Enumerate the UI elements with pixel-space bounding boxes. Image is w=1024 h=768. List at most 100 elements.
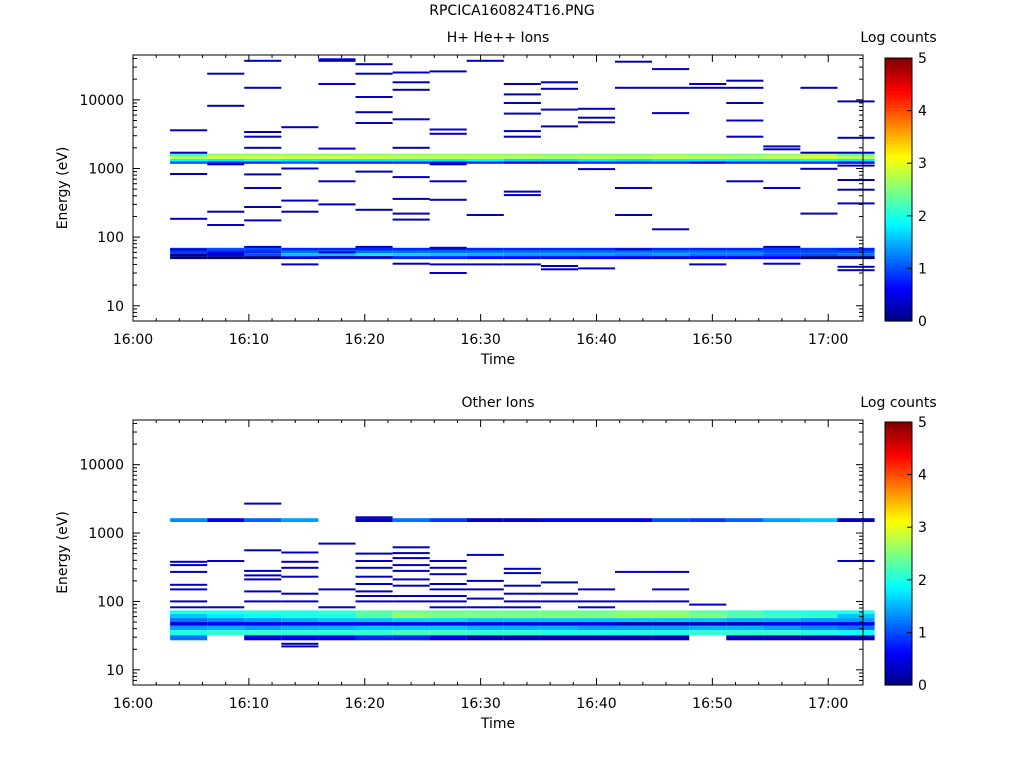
count-segment <box>503 194 541 197</box>
heatmap-cell <box>540 610 578 614</box>
colorbar-segment <box>885 182 912 187</box>
count-segment <box>429 263 467 266</box>
colorbar-segment <box>885 179 912 184</box>
count-segment <box>170 606 208 609</box>
count-segment <box>207 163 245 166</box>
heatmap-cell <box>392 250 430 254</box>
heatmap-cell <box>800 247 838 251</box>
heatmap-cell <box>244 158 282 162</box>
colorbar-segment <box>885 602 912 607</box>
heatmap-cell <box>763 161 801 164</box>
x-tick-label: 17:00 <box>808 332 848 348</box>
count-segment <box>244 173 282 176</box>
colorbar-segment <box>885 625 912 630</box>
y-axis-label: Energy (eV) <box>55 147 71 230</box>
heatmap-cell <box>466 630 504 636</box>
colorbar-segment <box>885 668 912 673</box>
colorbar-segment <box>885 189 912 194</box>
heatmap-cell <box>392 622 430 626</box>
heatmap-cell <box>837 618 875 622</box>
count-segment <box>244 574 282 577</box>
colorbar-segment <box>885 74 912 79</box>
count-segment <box>355 516 393 519</box>
heatmap-cell <box>689 622 727 626</box>
colorbar-segment <box>885 553 912 558</box>
heatmap-cell <box>170 618 208 622</box>
heatmap-cell <box>726 618 764 622</box>
heatmap-cell <box>466 618 504 622</box>
colorbar-segment <box>885 251 912 256</box>
heatmap-cell <box>503 256 541 260</box>
heatmap-cell <box>466 625 504 631</box>
colorbar-segment <box>885 87 912 92</box>
heatmap-cell <box>503 610 541 614</box>
heatmap-cell <box>318 630 356 636</box>
count-segment <box>837 151 875 154</box>
count-segment <box>392 595 430 597</box>
heatmap-cell <box>800 153 838 157</box>
count-segment <box>244 187 282 189</box>
heatmap-cell <box>800 618 838 622</box>
heatmap-cell <box>318 635 356 641</box>
count-segment <box>429 583 467 585</box>
colorbar-tick-label: 3 <box>918 156 927 172</box>
heatmap-cell <box>281 518 319 522</box>
heatmap-cell <box>355 618 393 622</box>
heatmap-cell <box>503 153 541 157</box>
count-segment <box>726 79 764 82</box>
colorbar-segment <box>885 176 912 181</box>
count-segment <box>615 187 653 189</box>
count-segment <box>244 135 282 138</box>
heatmap-cell <box>170 253 208 257</box>
heatmap-cell <box>281 630 319 636</box>
count-segment <box>429 566 467 569</box>
heatmap-bands <box>170 518 875 641</box>
colorbar-segment <box>885 77 912 82</box>
x-tick-label: 16:30 <box>460 696 500 712</box>
colorbar-segment <box>885 140 912 145</box>
colorbar-segment <box>885 533 912 538</box>
colorbar-segment <box>885 294 912 299</box>
count-segment <box>503 600 541 603</box>
heatmap-cell <box>355 253 393 257</box>
count-segment <box>170 151 208 154</box>
count-segment <box>726 119 764 122</box>
heatmap-cell <box>726 518 764 522</box>
colorbar-segment <box>885 540 912 545</box>
colorbar-segment <box>885 235 912 240</box>
heatmap-cell <box>652 635 690 641</box>
count-segment <box>281 551 319 554</box>
heatmap-cell <box>652 518 690 522</box>
count-segment <box>578 116 616 119</box>
heatmap-cell <box>170 250 208 254</box>
count-segment <box>578 107 616 110</box>
colorbar-segment <box>885 464 912 469</box>
colorbar-label: Log counts <box>860 30 936 46</box>
colorbar-segment <box>885 163 912 168</box>
heatmap-cell <box>540 613 578 619</box>
heatmap-cell <box>800 156 838 159</box>
colorbar-frame <box>884 57 913 322</box>
heatmap-cell <box>763 156 801 159</box>
count-segment <box>244 502 282 505</box>
colorbar-segment <box>885 248 912 253</box>
colorbar-segment <box>885 196 912 200</box>
heatmap-cell <box>429 253 467 257</box>
heatmap-cell <box>466 250 504 254</box>
count-segment <box>170 217 208 220</box>
heatmap-cell <box>392 618 430 622</box>
heatmap-cell <box>466 635 504 641</box>
count-segment <box>281 600 319 603</box>
heatmap-cell <box>318 247 356 251</box>
heatmap-cell <box>318 618 356 622</box>
heatmap-cell <box>800 622 838 626</box>
heatmap-cell <box>281 161 319 164</box>
heatmap-cell <box>578 625 616 631</box>
count-segment <box>170 560 208 563</box>
count-segment <box>763 148 801 151</box>
colorbar-segment <box>885 560 912 564</box>
heatmap-cell <box>355 635 393 641</box>
colorbar-segment <box>885 94 912 99</box>
